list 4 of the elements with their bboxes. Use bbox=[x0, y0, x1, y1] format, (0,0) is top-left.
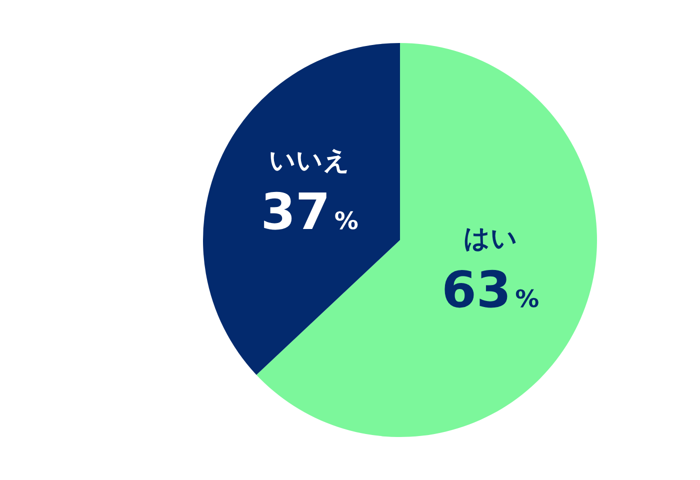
data-label: 63% bbox=[442, 261, 540, 320]
data-label: 37% bbox=[260, 182, 358, 241]
slice-label: はい bbox=[463, 224, 518, 254]
slice-label: いいえ bbox=[269, 146, 350, 176]
